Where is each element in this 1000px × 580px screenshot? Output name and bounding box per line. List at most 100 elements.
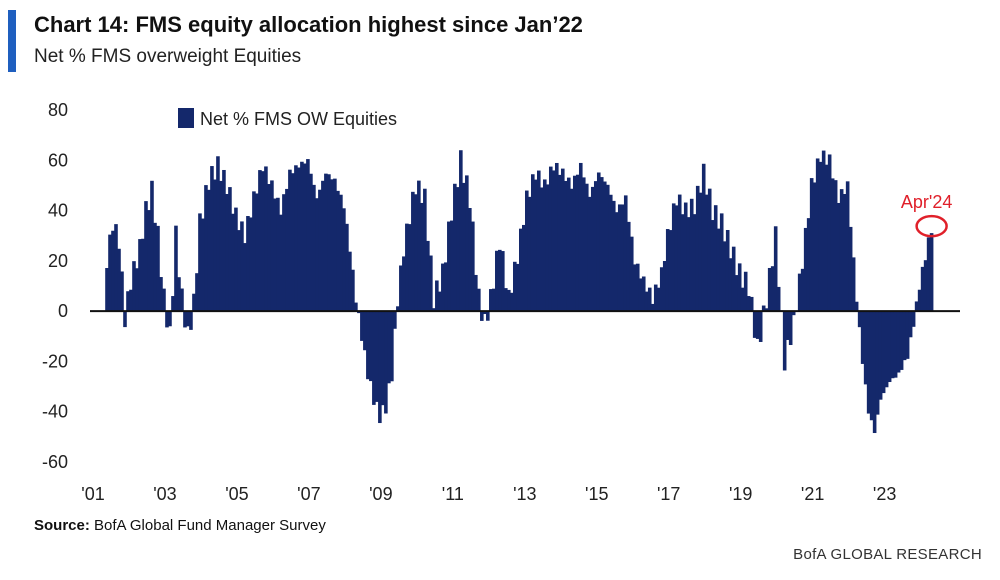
- bar: [560, 168, 565, 312]
- bar: [381, 311, 385, 406]
- bar: [743, 271, 748, 312]
- legend-swatch: [178, 108, 194, 128]
- bar: [524, 190, 529, 312]
- y-tick-label: 40: [48, 201, 68, 221]
- bar: [321, 180, 325, 312]
- bar: [887, 311, 892, 383]
- bar: [270, 180, 274, 312]
- bar: [650, 303, 655, 312]
- bar: [120, 271, 124, 312]
- bar: [656, 287, 661, 312]
- bar: [351, 269, 355, 312]
- bar: [126, 291, 130, 312]
- bar: [273, 198, 277, 312]
- bar: [761, 305, 766, 312]
- bar: [545, 184, 550, 312]
- bar: [168, 311, 172, 327]
- bar: [851, 257, 856, 312]
- bar: [522, 224, 526, 312]
- bar: [674, 205, 679, 312]
- bar: [713, 205, 718, 312]
- bar: [210, 166, 214, 312]
- y-tick-label: 80: [48, 100, 68, 120]
- bar: [342, 208, 346, 312]
- bar: [731, 246, 736, 312]
- bar: [486, 311, 490, 321]
- bar: [692, 214, 697, 312]
- bar: [527, 196, 532, 312]
- bar: [635, 263, 640, 312]
- bar: [192, 293, 196, 312]
- bar: [105, 268, 109, 312]
- bar: [114, 224, 118, 312]
- bar: [177, 277, 181, 312]
- bar: [171, 296, 175, 312]
- bar: [857, 311, 862, 328]
- bar: [797, 273, 802, 312]
- bar: [249, 217, 253, 312]
- bar: [806, 218, 811, 312]
- bar: [824, 164, 829, 312]
- bar: [701, 163, 706, 312]
- x-tick-label: '03: [153, 484, 176, 504]
- bar: [330, 179, 334, 312]
- bar: [243, 243, 247, 312]
- bar: [507, 289, 511, 312]
- bar: [689, 198, 694, 312]
- bar: [764, 308, 769, 312]
- bar: [626, 221, 631, 312]
- bar: [303, 163, 307, 312]
- bar: [492, 288, 496, 312]
- bar: [444, 262, 448, 312]
- bar: [315, 198, 319, 312]
- bar: [587, 196, 592, 312]
- bar: [770, 266, 775, 312]
- source-note: Source: BofA Global Fund Manager Survey: [34, 517, 326, 534]
- bar: [447, 221, 451, 312]
- bar: [842, 194, 847, 312]
- bar: [737, 263, 742, 312]
- bar: [378, 311, 382, 424]
- bar: [884, 311, 889, 388]
- annotation-circle: [915, 214, 948, 238]
- bar: [578, 162, 583, 312]
- bar: [117, 248, 121, 312]
- bar: [893, 311, 898, 378]
- accent-bar: [8, 10, 16, 72]
- bar: [345, 223, 349, 312]
- bar: [153, 222, 157, 312]
- bar: [333, 178, 337, 312]
- bar: [881, 311, 886, 394]
- x-tick-label: '23: [873, 484, 896, 504]
- bar: [255, 193, 259, 312]
- bar: [324, 173, 328, 312]
- bar: [569, 188, 574, 312]
- bar: [551, 170, 556, 312]
- bar: [336, 190, 340, 312]
- bar: [147, 210, 151, 312]
- bar: [530, 174, 535, 312]
- bar: [441, 263, 445, 312]
- bar: [309, 173, 313, 312]
- bar: [548, 166, 553, 312]
- bar: [563, 180, 568, 312]
- bar: [162, 288, 166, 312]
- bar: [866, 311, 871, 414]
- bar: [318, 189, 322, 312]
- bar: [647, 287, 652, 312]
- bar: [165, 311, 169, 328]
- bar: [291, 173, 295, 312]
- bar: [369, 311, 373, 382]
- bar: [839, 189, 844, 312]
- y-tick-label: -60: [42, 452, 68, 472]
- bar: [536, 170, 541, 312]
- x-tick-label: '15: [585, 484, 608, 504]
- bar: [348, 251, 352, 312]
- bar: [740, 287, 745, 312]
- bar: [614, 212, 619, 312]
- bar: [201, 218, 205, 312]
- bar: [186, 311, 190, 327]
- bar: [533, 179, 538, 312]
- bar: [477, 288, 481, 312]
